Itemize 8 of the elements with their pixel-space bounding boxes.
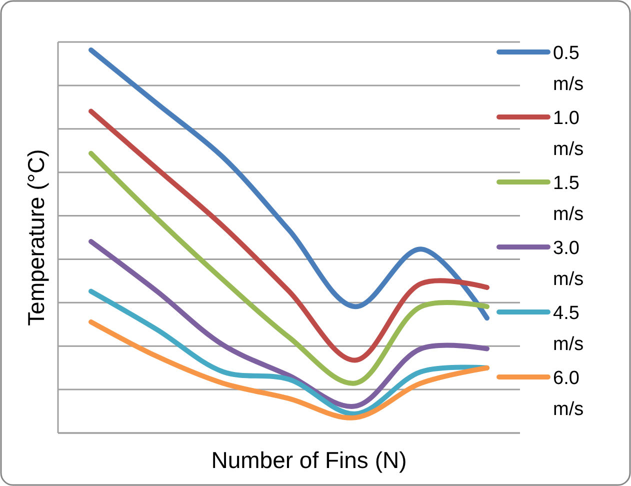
legend-label: 3.0 m/s	[553, 238, 584, 290]
legend-label: 4.5 m/s	[553, 303, 584, 355]
legend-label: 6.0 m/s	[553, 368, 584, 420]
legend-label: 0.5 m/s	[553, 43, 584, 95]
x-axis-title: Number of Fins (N)	[211, 447, 407, 473]
legend-label: 1.0 m/s	[553, 108, 584, 160]
y-axis-title: Temperature (°C)	[23, 149, 49, 326]
legend-label: 1.5 m/s	[553, 173, 584, 225]
